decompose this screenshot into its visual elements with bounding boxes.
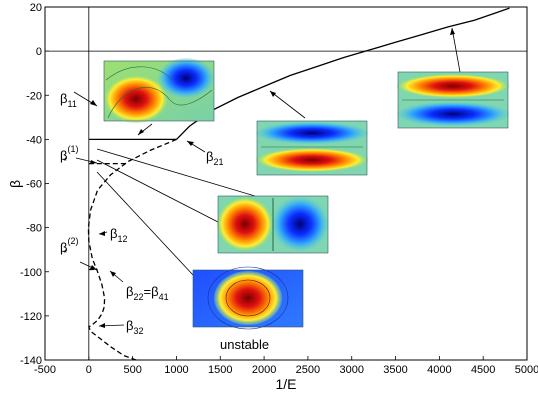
x-tick-label: 3000 xyxy=(339,364,363,376)
y-tick-label: -80 xyxy=(26,223,42,235)
annotation-betastar2: β(2) * xyxy=(60,236,78,258)
series-line-2 xyxy=(87,138,177,361)
x-tick-label: -500 xyxy=(34,364,56,376)
y-tick-label: -120 xyxy=(20,311,42,323)
y-tick-label: 0 xyxy=(36,46,42,58)
x-tick-label: 3500 xyxy=(383,364,407,376)
arrowhead-beta22 xyxy=(110,271,116,277)
x-tick-label: 1000 xyxy=(164,364,188,376)
arrow-heads xyxy=(90,28,455,328)
x-tick-label: 0 xyxy=(86,364,92,376)
x-axis-label: 1/E xyxy=(275,376,296,392)
y-tick-label: -100 xyxy=(20,267,42,279)
y-tick-label: -60 xyxy=(26,179,42,191)
arrowhead-beta32 xyxy=(99,323,105,328)
annotation-beta11: β11 xyxy=(60,91,77,109)
annotation-beta22-beta41: β22=β41 xyxy=(126,284,169,302)
arrowhead-mode3 xyxy=(450,28,455,35)
arrowhead-beta12 xyxy=(99,231,105,236)
mode-shape-12 xyxy=(217,195,329,254)
x-tick-label: 500 xyxy=(123,364,141,376)
y-axis-label: β xyxy=(7,180,23,188)
beta-annotations: β11 β21 β(1) * β12 β(2) * β22=β41 β32 unst… xyxy=(60,91,269,352)
x-tick-label: 5000 xyxy=(515,364,538,376)
x-tick-label: 4000 xyxy=(427,364,451,376)
series-line-1 xyxy=(176,7,510,140)
y-tick-label: 20 xyxy=(30,2,42,14)
annotation-beta32: β32 xyxy=(126,318,144,336)
pointer-mode3 xyxy=(451,27,461,73)
pointer-mode4 xyxy=(96,148,256,197)
x-tick-label: 2000 xyxy=(252,364,276,376)
x-axis-ticks: -500 0 500 1000 1500 2000 2500 3000 3500 4000 4500… xyxy=(34,356,538,376)
annotation-beta12: β12 xyxy=(110,226,128,244)
arrowhead-betastar1 xyxy=(90,160,97,164)
x-tick-label: 2500 xyxy=(296,364,320,376)
arrowhead-beta11 xyxy=(90,100,97,106)
annotation-beta21: β21 xyxy=(206,149,224,167)
arrowhead-mode2 xyxy=(270,91,276,97)
mode-shape-31 xyxy=(397,71,509,129)
x-tick-label: 4500 xyxy=(471,364,495,376)
y-axis-ticks: 20 0 -20 -40 -60 -80 -100 -120 -140 xyxy=(20,2,49,367)
arrowhead-betastar2 xyxy=(90,265,97,270)
mode-shape-unstable xyxy=(192,266,304,330)
mode-shape-11 xyxy=(103,58,215,123)
pointer-mode6 xyxy=(96,171,194,276)
y-tick-label: -40 xyxy=(26,134,42,146)
x-tick-label: 1500 xyxy=(208,364,232,376)
annotation-betastar1: β(1) * xyxy=(60,144,78,166)
pointer-mode5 xyxy=(96,159,219,223)
y-tick-label: -140 xyxy=(20,355,42,367)
mode-shape-21 xyxy=(256,120,368,176)
arrowhead-mode1 xyxy=(138,129,144,135)
series-lines xyxy=(87,7,510,361)
annotation-unstable: unstable xyxy=(220,337,269,352)
y-tick-label: -20 xyxy=(26,90,42,102)
arrowhead-beta21 xyxy=(187,141,194,146)
pointer-mode2 xyxy=(269,90,306,119)
